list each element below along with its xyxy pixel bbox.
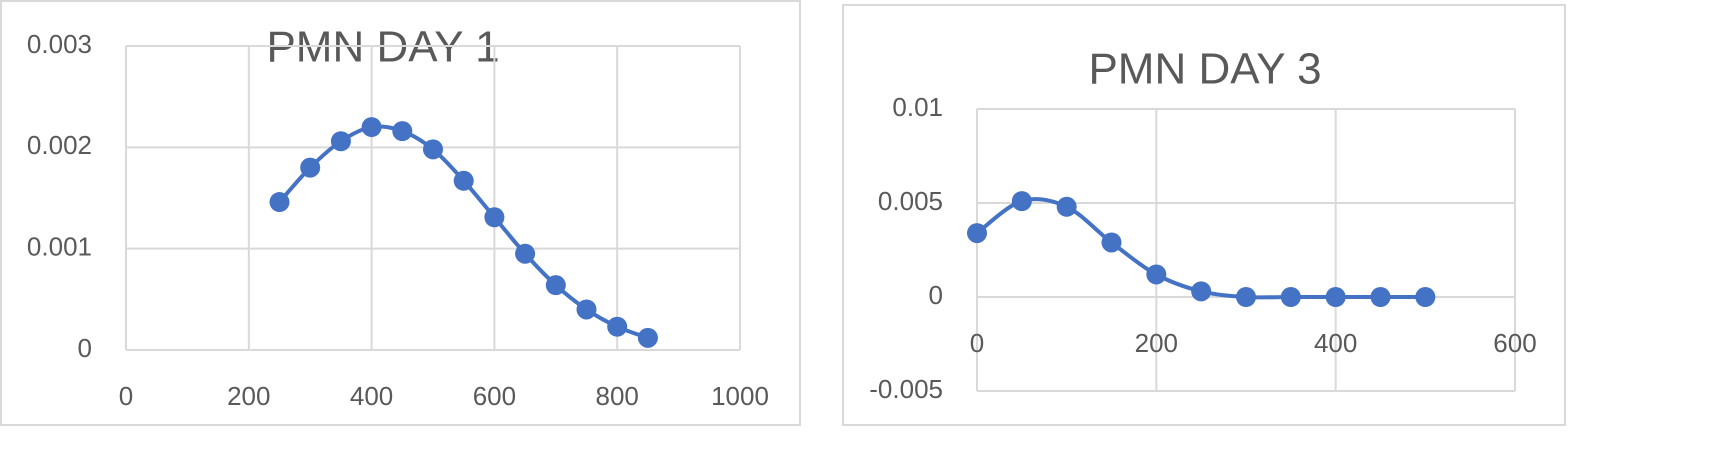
x-tick-label: 400 [350, 381, 393, 411]
y-tick-label: 0.01 [892, 92, 943, 122]
x-tick-label: 0 [119, 381, 133, 411]
y-tick-label: 0.001 [27, 232, 92, 262]
y-tick-label: 0.003 [27, 29, 92, 59]
x-tick-label: 200 [227, 381, 270, 411]
x-tick-label: 400 [1314, 328, 1357, 358]
x-tick-label: 800 [596, 381, 639, 411]
y-tick-label: -0.005 [869, 374, 943, 404]
data-point [1011, 191, 1032, 212]
chart-frame [842, 4, 1566, 426]
x-tick-label: 0 [970, 328, 984, 358]
x-tick-label: 600 [1493, 328, 1536, 358]
data-point [515, 243, 536, 264]
y-tick-label: 0 [78, 333, 92, 363]
chart-title: PMN DAY 1 [266, 23, 499, 72]
x-tick-label: 600 [473, 381, 516, 411]
x-tick-label: 1000 [711, 381, 769, 411]
data-point [300, 157, 321, 178]
data-point [1325, 287, 1346, 307]
chart-title: PMN DAY 3 [1088, 45, 1321, 94]
y-tick-label: 0.002 [27, 130, 92, 160]
data-point [1146, 264, 1167, 285]
data-point [392, 121, 413, 142]
data-point [1101, 232, 1122, 253]
data-point [545, 275, 566, 296]
data-point [269, 192, 290, 213]
data-point [967, 223, 987, 244]
data-point [453, 170, 474, 191]
y-tick-label: 0.005 [878, 186, 943, 216]
data-point [637, 327, 658, 348]
data-point [423, 139, 443, 160]
data-point [576, 299, 597, 320]
data-point [1370, 287, 1391, 307]
data-point [1415, 287, 1436, 307]
data-point [1056, 196, 1077, 217]
x-tick-label: 200 [1135, 328, 1178, 358]
data-point [361, 117, 382, 138]
data-point [484, 207, 505, 228]
data-point [330, 131, 351, 152]
y-tick-label: 0 [929, 280, 943, 310]
data-point [1236, 287, 1256, 307]
data-point [607, 316, 628, 337]
data-point [1280, 287, 1301, 307]
data-point [1191, 281, 1212, 302]
chart-frame [0, 0, 801, 426]
